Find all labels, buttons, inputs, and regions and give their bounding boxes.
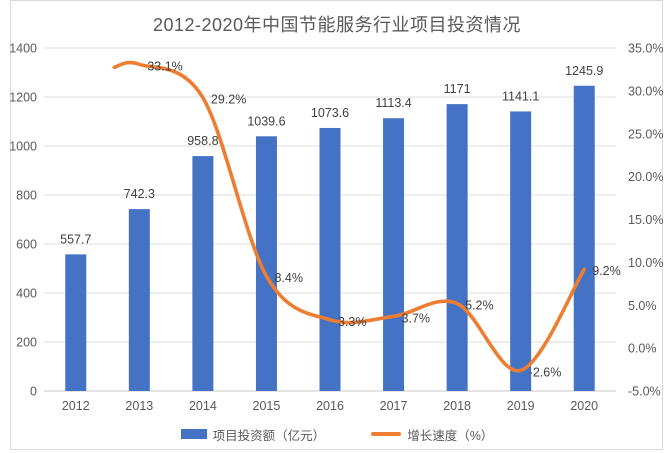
right-axis-tick-label: 30.0%	[628, 84, 663, 98]
left-axis-tick-label: 600	[16, 238, 37, 252]
bar-value-label: 1171	[444, 82, 471, 96]
right-axis-tick-label: 20.0%	[628, 170, 663, 184]
bar-2018	[446, 104, 468, 391]
bar-2013	[128, 209, 150, 391]
right-axis-tick-label: -5.0%	[628, 385, 661, 399]
growth-value-label: 5.2%	[465, 299, 494, 313]
x-axis-label: 2019	[507, 399, 535, 413]
growth-line	[112, 60, 587, 373]
bar-2012	[65, 254, 87, 391]
left-axis-tick-label: 1400	[9, 42, 37, 56]
bar-2016	[319, 127, 341, 391]
x-axis-label: 2013	[125, 399, 153, 413]
bar-value-label: 1245.9	[565, 64, 603, 78]
bar-2017	[383, 118, 405, 391]
chart-title: 2012-2020年中国节能服务行业项目投资情况	[152, 15, 522, 35]
bar-value-label: 1141.1	[502, 89, 539, 103]
x-axis-label: 2015	[253, 399, 281, 413]
x-axis-label: 2020	[570, 399, 598, 413]
bar-2015	[255, 136, 277, 391]
growth-value-label: 9.2%	[592, 264, 621, 278]
bar-value-label: 1073.6	[311, 106, 349, 120]
bar-value-label: 958.8	[187, 134, 218, 148]
legend: 项目投资额（亿元） 增长速度（%）	[10, 424, 664, 444]
x-axis-label: 2012	[62, 399, 90, 413]
left-axis-tick-label: 800	[16, 189, 37, 203]
line-series-swatch	[371, 432, 402, 436]
right-axis-tick-label: 15.0%	[628, 213, 663, 227]
left-axis-tick-label: 200	[16, 336, 37, 350]
legend-label-investment: 项目投资额（亿元）	[212, 428, 326, 443]
right-axis-tick-label: 25.0%	[628, 127, 663, 141]
x-axis-label: 2014	[189, 399, 217, 413]
bar-series-swatch	[180, 429, 207, 439]
legend-item-growth: 增长速度（%）	[371, 425, 493, 444]
growth-value-label: 3.3%	[338, 315, 367, 329]
right-axis-tick-label: 5.0%	[628, 299, 657, 313]
growth-value-label: 29.2%	[211, 93, 246, 107]
growth-value-label: 33.1%	[147, 59, 182, 73]
x-axis-label: 2018	[443, 399, 471, 413]
left-axis-tick-label: 1000	[9, 140, 37, 154]
bar-2014	[192, 156, 214, 391]
legend-item-investment: 项目投资额（亿元）	[180, 425, 326, 444]
right-axis-tick-label: 35.0%	[628, 42, 663, 56]
right-axis-tick-label: 10.0%	[628, 256, 663, 270]
growth-value-label: 8.4%	[274, 271, 303, 285]
bar-value-label: 557.7	[60, 232, 91, 246]
left-axis-tick-label: 400	[16, 287, 37, 301]
bar-value-label: 742.3	[124, 187, 155, 201]
left-axis-tick-label: 0	[30, 385, 37, 399]
growth-value-label: -2.6%	[529, 365, 562, 379]
x-axis-label: 2017	[380, 399, 408, 413]
right-axis-tick-label: 0.0%	[628, 342, 657, 356]
legend-label-growth: 增长速度（%）	[407, 428, 494, 443]
growth-value-label: 3.7%	[402, 311, 431, 325]
bar-2020	[573, 85, 595, 391]
bar-value-label: 1039.6	[247, 114, 285, 128]
x-axis-label: 2016	[316, 399, 344, 413]
bar-value-label: 1113.4	[375, 96, 411, 110]
left-axis-tick-label: 1200	[9, 91, 37, 105]
bar-2019	[510, 111, 532, 392]
